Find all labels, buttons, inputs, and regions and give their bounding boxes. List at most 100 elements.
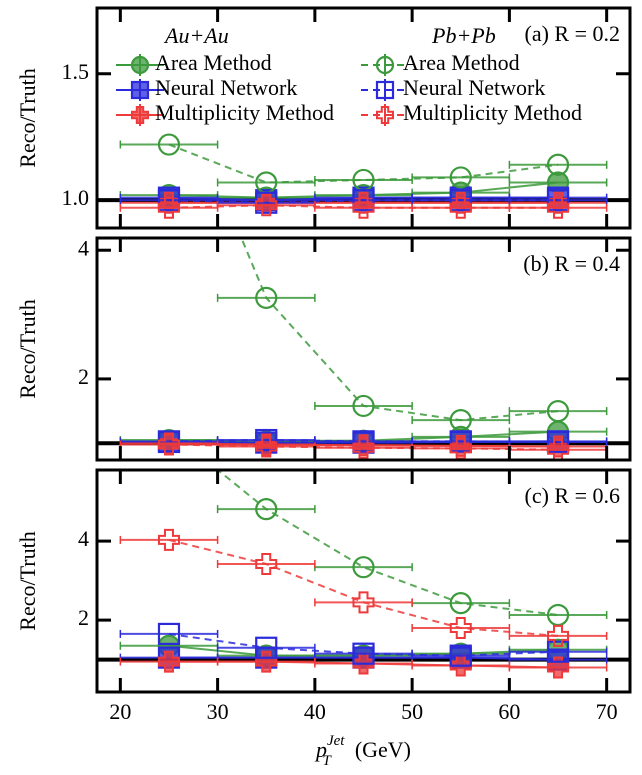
marker — [130, 55, 150, 75]
marker — [546, 153, 570, 176]
legend-entry: Neural Network — [116, 75, 297, 101]
y-axis-label: Reco/Truth — [15, 531, 40, 630]
legend-label: Neural Network — [155, 75, 297, 100]
x-tick-label: 50 — [401, 699, 423, 724]
marker — [157, 433, 180, 456]
marker — [352, 642, 375, 665]
series — [119, 194, 608, 219]
series-line — [216, 470, 559, 616]
marker — [547, 624, 570, 647]
marker — [157, 196, 180, 219]
x-label-base: p — [314, 737, 327, 762]
marker — [352, 196, 375, 219]
x-tick-label: 70 — [596, 699, 618, 724]
y-tick-label: 2 — [78, 605, 89, 630]
marker — [157, 133, 181, 156]
marker — [352, 430, 375, 453]
marker — [449, 644, 472, 667]
y-tick-label: 4 — [78, 526, 89, 551]
frame — [95, 468, 632, 694]
marker — [449, 617, 472, 640]
series — [216, 238, 608, 432]
y-tick-label: 1.5 — [62, 59, 90, 84]
x-label-unit: (GeV) — [355, 737, 411, 762]
plot-area — [97, 133, 630, 219]
legend-entry: Multiplicity Method — [361, 100, 582, 126]
marker — [157, 528, 180, 551]
marker — [352, 556, 375, 579]
marker — [130, 80, 150, 100]
marker — [131, 106, 149, 124]
marker — [449, 592, 472, 615]
series — [119, 622, 608, 667]
series — [119, 528, 608, 647]
marker — [352, 436, 375, 459]
y-tick-label: 2 — [78, 364, 89, 389]
marker — [547, 656, 570, 679]
series — [119, 189, 608, 214]
marker — [375, 55, 395, 75]
x-tick-label: 60 — [498, 699, 520, 724]
series — [216, 470, 608, 627]
marker — [449, 196, 472, 219]
marker — [449, 437, 472, 460]
marker — [255, 553, 278, 576]
marker — [546, 189, 570, 212]
marker — [255, 428, 278, 452]
series — [119, 433, 608, 460]
panel-title: (b) R = 0.4 — [523, 251, 620, 276]
legend-label: Multiplicity Method — [403, 100, 582, 125]
plot-area — [97, 470, 630, 679]
marker — [255, 435, 278, 458]
y-tick-label: 4 — [78, 235, 89, 260]
legend-header: Pb+Pb — [431, 23, 496, 48]
marker — [449, 189, 472, 212]
marker — [352, 394, 375, 418]
x-axis-label: pJet T (GeV) — [314, 733, 411, 769]
legend-header: Au+Au — [163, 23, 229, 48]
x-tick-label: 30 — [207, 699, 229, 724]
legend-entry: Area Method — [361, 50, 520, 76]
marker — [546, 399, 570, 423]
marker — [449, 409, 472, 432]
legend-entry: Area Method — [116, 50, 272, 76]
marker — [375, 80, 395, 100]
marker — [255, 636, 278, 659]
panel-title: (a) R = 0.2 — [525, 21, 621, 46]
marker — [157, 650, 180, 673]
marker — [546, 640, 570, 663]
marker — [255, 194, 278, 217]
frame — [95, 6, 632, 230]
marker — [546, 430, 570, 454]
panel: 20 30 40 50 60 70 2 4 Reco/Truth (c) R = 0.6 pJet T… — [15, 468, 632, 769]
marker — [352, 189, 375, 212]
marker — [547, 196, 570, 219]
legend-label: Area Method — [155, 50, 272, 75]
panel-title: (c) R = 0.6 — [525, 483, 621, 508]
x-tick-label: 40 — [304, 699, 326, 724]
marker — [157, 189, 181, 212]
marker — [449, 166, 472, 189]
legend-label: Multiplicity Method — [155, 100, 334, 125]
frame — [95, 236, 632, 462]
y-axis-label: Reco/Truth — [15, 299, 40, 398]
legend-entry: Multiplicity Method — [116, 100, 334, 126]
series-line — [168, 538, 559, 637]
panel: 2 4 Reco/Truth (b) R = 0.4 — [15, 235, 632, 462]
marker — [376, 106, 394, 124]
marker — [255, 286, 278, 309]
legend-label: Neural Network — [403, 75, 545, 100]
marker — [352, 591, 375, 614]
x-label-sub: T — [322, 753, 332, 769]
y-axis-label: Reco/Truth — [15, 68, 40, 167]
series — [119, 428, 608, 454]
legend-entry: Neural Network — [361, 75, 545, 101]
legend-label: Area Method — [403, 50, 520, 75]
marker — [255, 498, 278, 521]
x-label-sup: Jet — [327, 733, 345, 749]
y-tick-label: 1.0 — [62, 185, 90, 210]
marker — [157, 622, 181, 646]
series — [119, 133, 608, 194]
